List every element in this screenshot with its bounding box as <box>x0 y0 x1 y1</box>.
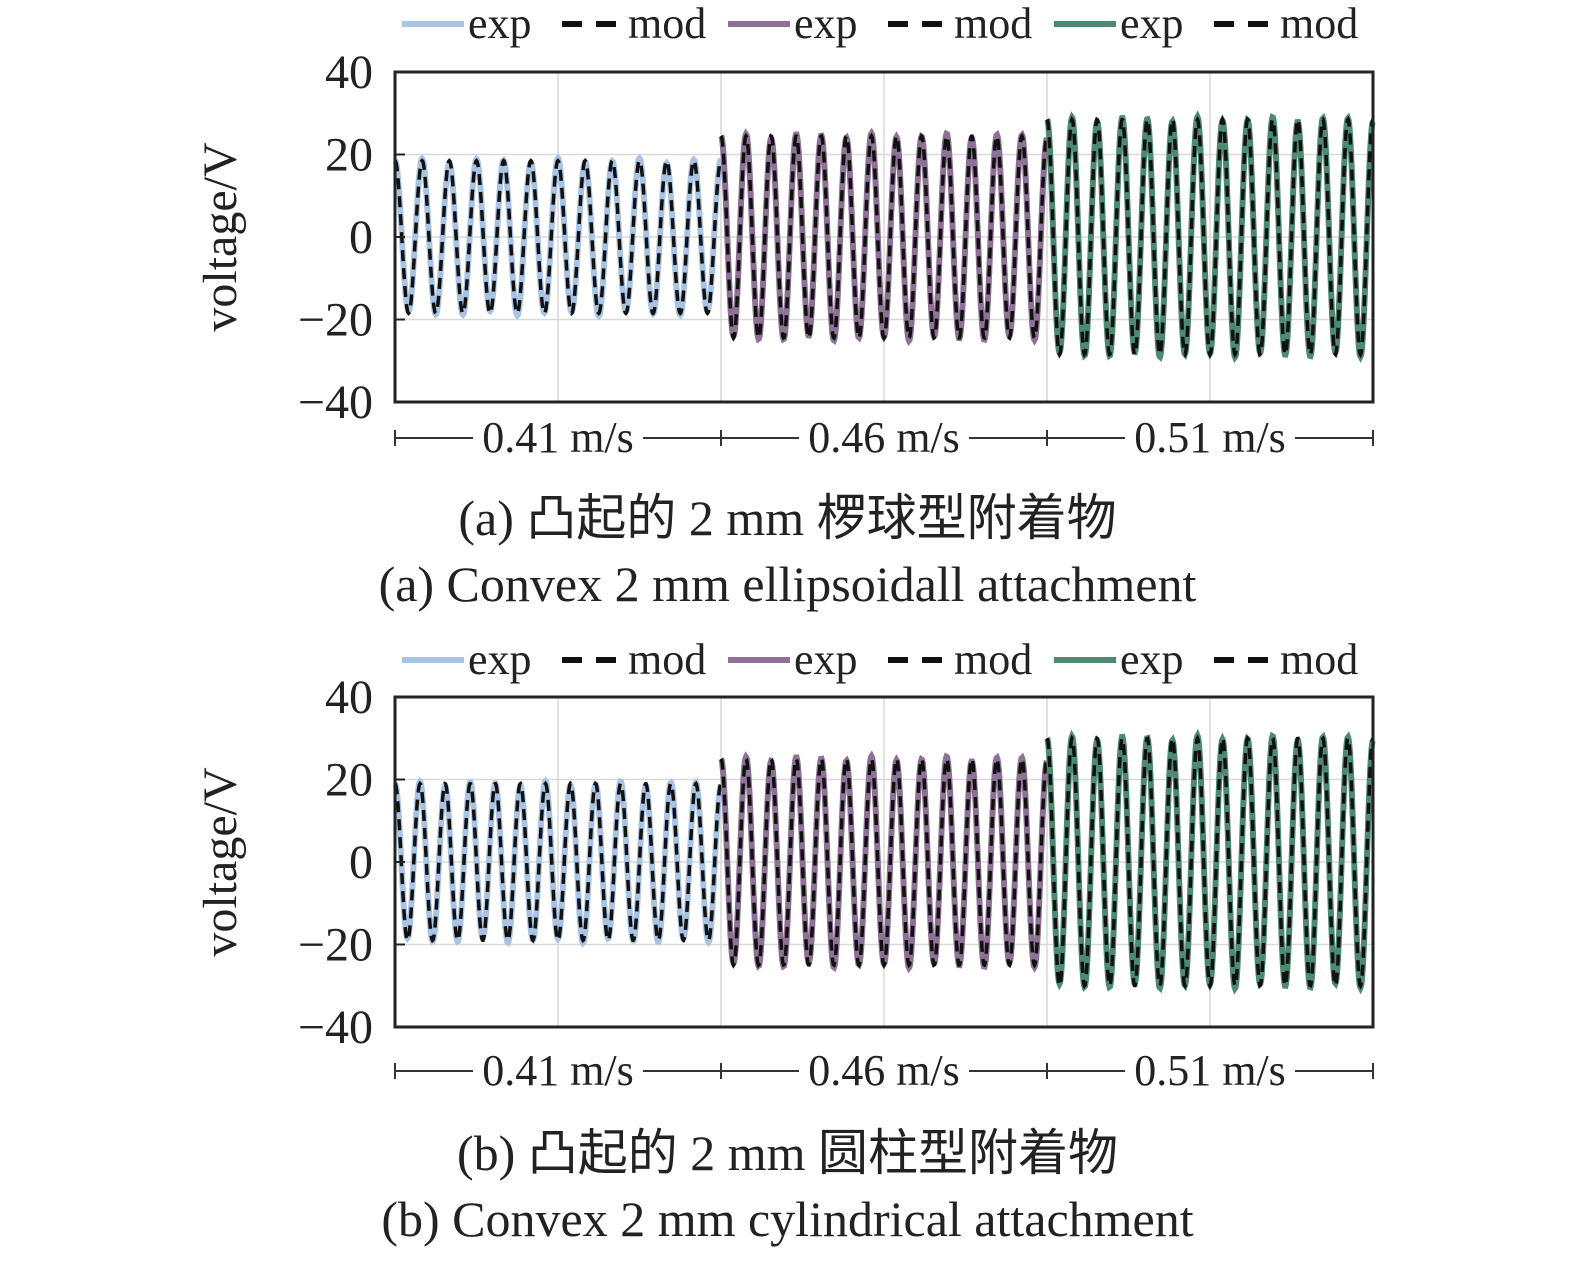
y-tick-label: 40 <box>325 671 373 724</box>
legend-item-1: exp <box>402 635 532 684</box>
y-tick-label: −20 <box>298 919 373 972</box>
y-axis-label: voltage/V <box>194 767 247 957</box>
legend-item-1: exp <box>402 0 532 48</box>
legend-item-5: exp <box>1054 635 1184 684</box>
caption-a-chinese: (a) 凸起的 2 mm 椤球型附着物 <box>458 490 1117 546</box>
y-tick-label: 20 <box>325 129 373 182</box>
legend-item-6: mod <box>1214 635 1358 684</box>
legend-item-6: mod <box>1214 0 1358 48</box>
y-tick-label: 40 <box>325 46 373 99</box>
caption-b-chinese: (b) 凸起的 2 mm 圆柱型附着物 <box>456 1125 1119 1181</box>
legend-label: exp <box>468 635 532 684</box>
series-mod-2 <box>719 132 1049 342</box>
series-mod-3 <box>1045 734 1375 990</box>
legend-label: mod <box>628 635 706 684</box>
speed-label: 0.41 m/s <box>482 413 634 462</box>
legend-label: exp <box>1120 635 1184 684</box>
legend-label: exp <box>794 0 858 48</box>
series-mod-1 <box>393 780 723 944</box>
caption-b-english: (b) Convex 2 mm cylindrical attachment <box>381 1191 1194 1247</box>
y-tick-label: −20 <box>298 294 373 347</box>
caption-a-english: (a) Convex 2 mm ellipsoidall attachment <box>378 556 1197 612</box>
y-tick-label: 20 <box>325 754 373 807</box>
series-mod-3 <box>1045 115 1375 359</box>
legend-label: mod <box>954 0 1032 48</box>
y-tick-label: −40 <box>298 376 373 429</box>
legend-item-3: exp <box>728 0 858 48</box>
legend-item-3: exp <box>728 635 858 684</box>
speed-label: 0.51 m/s <box>1134 413 1286 462</box>
legend-label: mod <box>1280 635 1358 684</box>
legend-label: mod <box>1280 0 1358 48</box>
legend-label: exp <box>1120 0 1184 48</box>
speed-label: 0.46 m/s <box>808 1046 960 1095</box>
speed-label: 0.51 m/s <box>1134 1046 1286 1095</box>
speed-label: 0.46 m/s <box>808 413 960 462</box>
legend-label: mod <box>628 0 706 48</box>
chart-a: 0.41 m/s 0.46 m/s 0.51 m/s 40 20 0 −20 −40 volta… <box>194 0 1376 462</box>
legend-label: exp <box>468 0 532 48</box>
chart-b: 0.41 m/s 0.46 m/s 0.51 m/s 40 20 0 −20 −40 volta… <box>194 635 1376 1095</box>
y-axis-label: voltage/V <box>194 142 247 332</box>
legend-label: exp <box>794 635 858 684</box>
y-tick-label: 0 <box>349 211 373 264</box>
legend-item-4: mod <box>888 635 1032 684</box>
legend-item-5: exp <box>1054 0 1184 48</box>
series-mod-1 <box>393 158 723 316</box>
legend-item-2: mod <box>562 0 706 48</box>
legend-label: mod <box>954 635 1032 684</box>
series-mod-2 <box>719 755 1049 969</box>
legend-item-4: mod <box>888 0 1032 48</box>
legend-item-2: mod <box>562 635 706 684</box>
y-tick-label: 0 <box>349 836 373 889</box>
y-tick-label: −40 <box>298 1001 373 1054</box>
speed-label: 0.41 m/s <box>482 1046 634 1095</box>
